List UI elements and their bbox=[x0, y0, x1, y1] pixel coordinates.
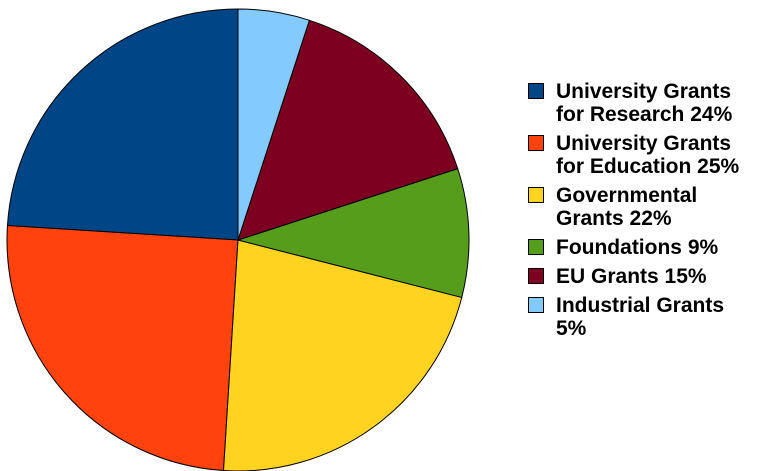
pie-slice-5 bbox=[237, 8, 311, 241]
legend-swatch-4 bbox=[528, 268, 544, 284]
pie-slice-4 bbox=[237, 19, 459, 241]
legend-label-5: Industrial Grants 5% bbox=[556, 294, 725, 340]
legend-label-4: EU Grants 15% bbox=[556, 265, 707, 288]
legend-item-2: Governmental Grants 22% bbox=[528, 184, 784, 230]
pie-slice-2 bbox=[222, 239, 463, 471]
legend-item-1: University Grants for Education 25% bbox=[528, 132, 784, 178]
pie-slice-1 bbox=[6, 224, 239, 471]
legend-item-0: University Grants for Research 24% bbox=[528, 80, 784, 126]
legend-label-2: Governmental Grants 22% bbox=[556, 184, 698, 230]
pie-slice-0 bbox=[6, 8, 239, 241]
legend-swatch-5 bbox=[528, 297, 544, 313]
pie-slice-3 bbox=[236, 167, 470, 299]
legend-item-4: EU Grants 15% bbox=[528, 265, 784, 288]
legend-item-3: Foundations 9% bbox=[528, 236, 784, 259]
legend-item-5: Industrial Grants 5% bbox=[528, 294, 784, 340]
legend-label-0: University Grants for Research 24% bbox=[556, 80, 733, 126]
legend-label-1: University Grants for Education 25% bbox=[556, 132, 740, 178]
legend-swatch-2 bbox=[528, 187, 544, 203]
pie-slices bbox=[6, 8, 470, 471]
legend-swatch-1 bbox=[528, 135, 544, 151]
legend-swatch-0 bbox=[528, 83, 544, 99]
legend-swatch-3 bbox=[528, 239, 544, 255]
chart-legend: University Grants for Research 24% Univer… bbox=[528, 80, 784, 346]
legend-label-3: Foundations 9% bbox=[556, 236, 719, 259]
